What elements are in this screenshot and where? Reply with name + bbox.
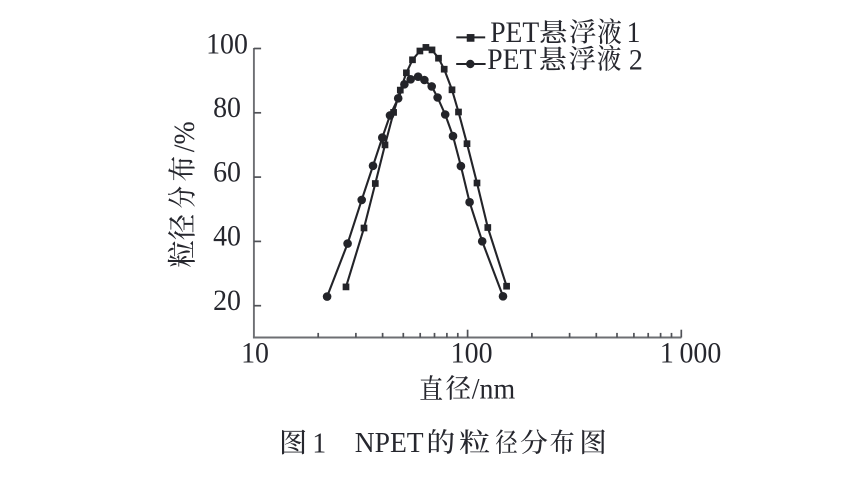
svg-text:1: 1 [627,16,641,49]
svg-text:/%: /% [168,121,201,152]
svg-text:20: 20 [213,284,241,317]
svg-text:60: 60 [213,155,241,188]
svg-text:10: 10 [241,337,269,370]
svg-text:100: 100 [206,27,248,60]
svg-text:PET: PET [487,43,536,76]
svg-text:2: 2 [629,44,643,77]
svg-text:PET: PET [490,16,539,49]
svg-text:NPET: NPET [355,428,424,460]
svg-text:100: 100 [451,337,493,370]
svg-text:/nm: /nm [472,373,516,406]
svg-text:1: 1 [312,428,326,460]
svg-text:1 000: 1 000 [660,337,721,370]
svg-text:40: 40 [213,220,241,253]
svg-text:80: 80 [213,91,241,124]
